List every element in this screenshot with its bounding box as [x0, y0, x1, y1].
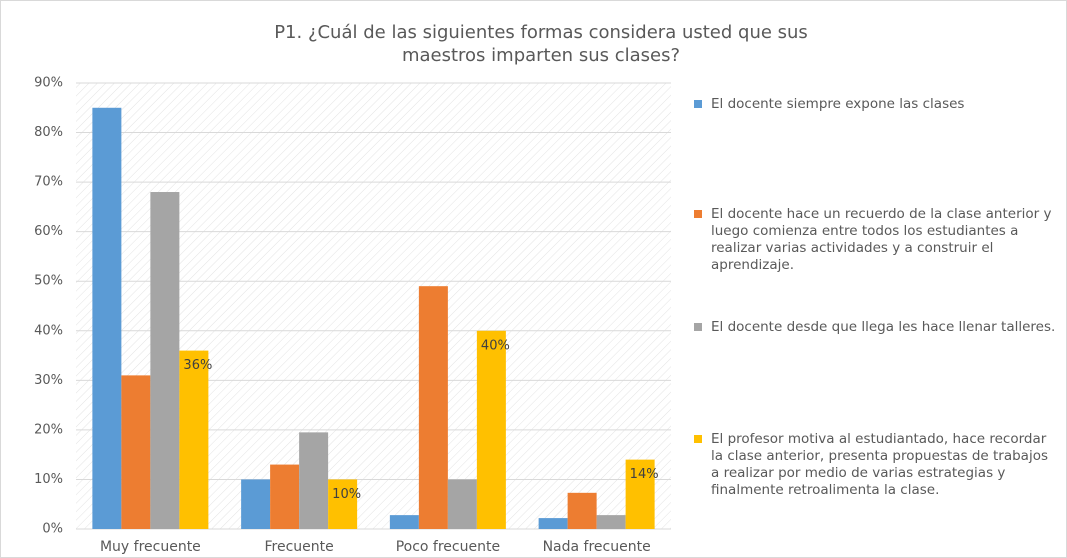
bar	[299, 432, 329, 529]
legend-label: El docente desde que llega les hace llen…	[711, 319, 1056, 335]
legend-entry: El docente desde que llega les hace llen…	[694, 319, 1056, 336]
y-tick-label: 0%	[42, 522, 63, 537]
bar	[121, 375, 151, 529]
bar	[150, 192, 180, 529]
bar	[447, 479, 477, 529]
bar	[567, 492, 597, 529]
y-tick-label: 10%	[34, 472, 63, 487]
bar	[241, 479, 271, 529]
data-label: 14%	[630, 467, 659, 482]
x-tick-label: Muy frecuente	[100, 539, 201, 555]
bar	[328, 479, 358, 529]
legend-label: El docente hace un recuerdo de la clase …	[711, 206, 1052, 273]
x-tick-label: Nada frecuente	[543, 539, 651, 555]
legend-label: El profesor motiva al estudiantado, hace…	[711, 431, 1048, 498]
x-tick-label: Poco frecuente	[396, 539, 500, 555]
bar	[418, 286, 448, 529]
legend-swatch	[694, 100, 702, 108]
y-tick-label: 90%	[34, 76, 63, 91]
data-label: 40%	[481, 338, 510, 353]
y-tick-label: 40%	[34, 323, 63, 338]
y-tick-label: 60%	[34, 224, 63, 239]
legend-label: El docente siempre expone las clases	[711, 96, 965, 112]
data-label: 10%	[332, 487, 361, 502]
y-tick-label: 20%	[34, 422, 63, 437]
bar	[538, 518, 568, 529]
legend-swatch	[694, 435, 702, 443]
bar	[92, 107, 122, 530]
bar	[389, 515, 419, 529]
chart-title: P1. ¿Cuál de las siguientes formas consi…	[274, 22, 808, 66]
y-tick-label: 30%	[34, 373, 63, 388]
y-tick-label: 50%	[34, 274, 63, 289]
bar	[179, 350, 209, 529]
y-tick-label: 70%	[34, 175, 63, 190]
bar	[270, 464, 300, 529]
data-label: 36%	[183, 358, 212, 373]
legend-entry: El profesor motiva al estudiantado, hace…	[694, 431, 1056, 499]
legend-swatch	[694, 210, 702, 218]
y-tick-label: 80%	[34, 125, 63, 140]
bar	[476, 330, 506, 529]
bar	[596, 515, 626, 529]
x-tick-label: Frecuente	[264, 539, 333, 555]
legend-swatch	[694, 323, 702, 331]
legend-entry: El docente hace un recuerdo de la clase …	[694, 206, 1056, 274]
legend-entry: El docente siempre expone las clases	[694, 96, 1056, 113]
bar	[625, 459, 655, 529]
